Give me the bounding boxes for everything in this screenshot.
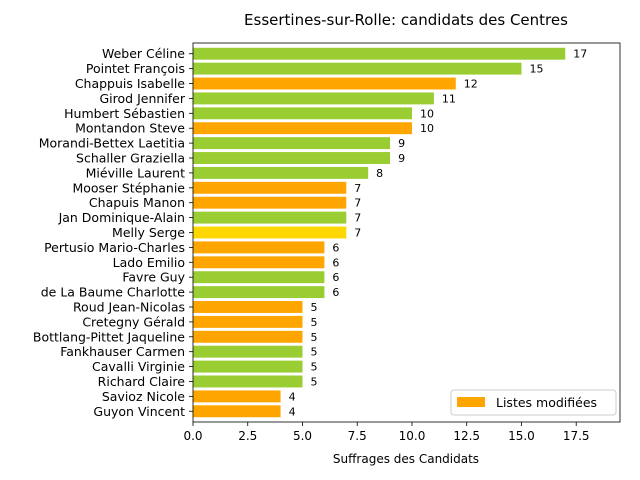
y-tick-label: Schaller Graziella [76, 151, 185, 166]
data-label: 7 [354, 212, 361, 225]
bar [193, 390, 281, 403]
bar [193, 196, 347, 209]
axes-frame [192, 42, 621, 423]
data-label: 6 [332, 256, 339, 269]
y-tick-label: Cretegny Gérald [82, 314, 185, 329]
y-tick-label: de La Baume Charlotte [41, 285, 186, 300]
x-tick-label: 10.0 [399, 429, 426, 443]
bar [193, 92, 434, 105]
data-label: 6 [332, 286, 339, 299]
legend-label: Listes modifiées [496, 395, 597, 410]
bar [193, 211, 347, 224]
y-tick-label: Favre Guy [122, 270, 185, 285]
y-tick-label: Pointet François [86, 61, 185, 76]
data-label: 6 [332, 271, 339, 284]
data-label: 5 [310, 361, 317, 374]
bar [193, 77, 456, 90]
bar [193, 330, 303, 343]
x-tick-label: 7.5 [348, 429, 367, 443]
data-label: 9 [398, 137, 405, 150]
data-label: 5 [310, 316, 317, 329]
data-label: 7 [354, 197, 361, 210]
y-tick-label: Montandon Steve [75, 121, 185, 136]
y-tick-label: Jan Dominique-Alain [58, 210, 185, 225]
data-label: 10 [420, 122, 434, 135]
x-tick-label: 17.5 [563, 429, 590, 443]
bar [193, 271, 325, 284]
y-tick-label: Weber Céline [102, 46, 185, 61]
bar [193, 286, 325, 299]
bar [193, 405, 281, 418]
y-tick-label: Richard Claire [98, 374, 186, 389]
y-tick-label: Roud Jean-Nicolas [73, 299, 185, 314]
y-tick-label: Lado Emilio [113, 255, 185, 270]
data-label: 5 [310, 301, 317, 314]
bar [193, 256, 325, 269]
data-label: 4 [289, 405, 296, 418]
y-tick-label: Chapuis Manon [89, 195, 185, 210]
legend: Listes modifiées [450, 389, 617, 416]
x-tick-label: 0.0 [183, 429, 202, 443]
data-label: 15 [529, 63, 543, 76]
bar [193, 181, 347, 194]
data-label: 7 [354, 227, 361, 240]
data-label: 5 [310, 331, 317, 344]
y-tick-label: Fankhauser Carmen [60, 344, 185, 359]
data-label: 12 [464, 78, 478, 91]
legend-frame [450, 389, 617, 416]
bar [193, 62, 522, 75]
x-tick-label: 15.0 [508, 429, 535, 443]
bar [193, 226, 347, 239]
data-label: 6 [332, 241, 339, 254]
x-tick-label: 12.5 [453, 429, 480, 443]
x-axis-label: Suffrages des Candidats [333, 452, 479, 466]
y-tick-label: Melly Serge [112, 225, 185, 240]
data-label: 5 [310, 346, 317, 359]
data-label: 7 [354, 182, 361, 195]
bar [193, 375, 303, 388]
data-label: 9 [398, 152, 405, 165]
y-tick-label: Guyon Vincent [93, 404, 185, 419]
y-tick-label: Savioz Nicole [102, 389, 185, 404]
bar [193, 47, 566, 60]
y-tick-label: Bottlang-Pittet Jaqueline [33, 329, 185, 344]
y-tick-label: Morandi-Bettex Laetitia [39, 136, 185, 151]
bar [193, 137, 391, 150]
data-label: 5 [310, 375, 317, 388]
bar [193, 301, 303, 313]
y-tick-label: Girod Jennifer [99, 91, 185, 106]
bar [193, 360, 303, 373]
y-tick-label: Cavalli Virginie [92, 359, 185, 374]
y-tick-label: Mooser Stéphanie [72, 180, 185, 195]
y-tick-label: Humbert Sébastien [64, 106, 185, 121]
y-tick-label: Pertusio Mario-Charles [44, 240, 185, 255]
chart-title: Essertines-sur-Rolle: candidats des Cent… [244, 11, 568, 29]
data-label: 8 [376, 167, 383, 180]
plot-area: Weber Céline 17 Pointet François 15 Chappuis… [33, 42, 621, 443]
bar [193, 152, 391, 164]
bar [193, 107, 412, 120]
legend-swatch [457, 397, 485, 407]
x-tick-label: 2.5 [238, 429, 257, 443]
data-label: 4 [289, 390, 296, 403]
bar [193, 122, 412, 135]
bar [193, 315, 303, 328]
data-label: 17 [573, 48, 587, 61]
y-tick-label: Chappuis Isabelle [75, 76, 185, 91]
bar [193, 241, 325, 254]
x-tick-label: 5.0 [293, 429, 312, 443]
bar [193, 166, 369, 179]
bar [193, 345, 303, 358]
y-tick-label: Miéville Laurent [86, 165, 185, 180]
data-label: 11 [442, 92, 456, 105]
data-label: 10 [420, 107, 434, 120]
